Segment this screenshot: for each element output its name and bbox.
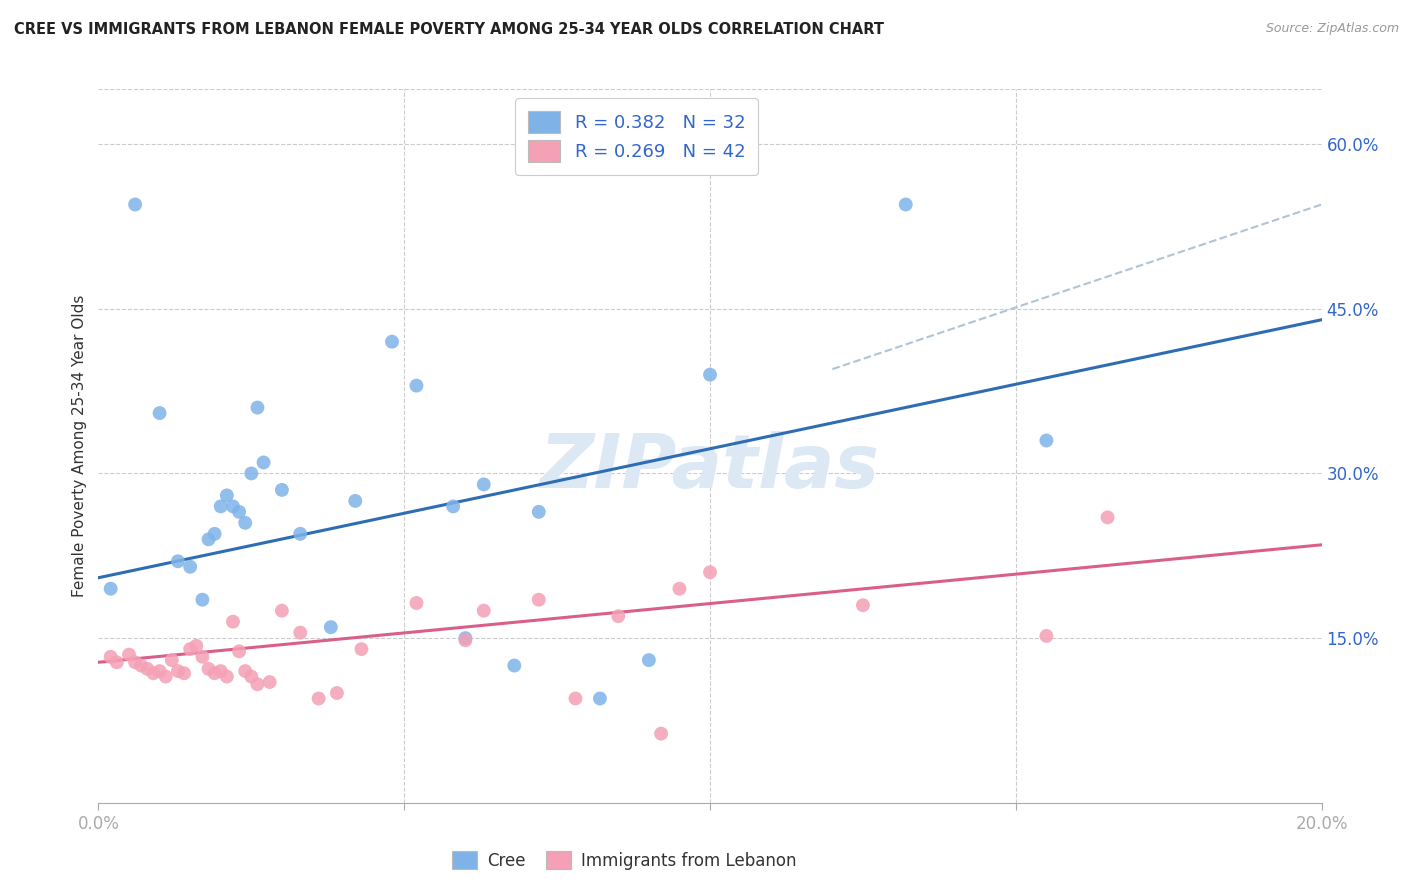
Point [204,526,226,541]
Point [179,559,201,574]
Point [186,639,208,653]
Point [149,664,172,678]
Point [233,664,256,678]
Point [173,666,195,681]
Point [215,669,238,683]
Point [259,675,281,690]
Point [233,516,256,530]
Point [405,596,427,610]
Point [503,658,526,673]
Point [191,649,214,664]
Point [167,554,190,568]
Point [852,598,875,612]
Point [197,662,219,676]
Point [319,620,342,634]
Point [637,653,661,667]
Point [191,592,214,607]
Point [527,592,550,607]
Point [167,664,190,678]
Point [589,691,612,706]
Point [240,669,263,683]
Point [100,649,122,664]
Point [197,533,219,547]
Point [228,644,250,658]
Point [650,726,672,740]
Point [527,505,550,519]
Point [350,642,373,657]
Point [124,655,146,669]
Point [155,669,177,683]
Point [246,401,269,415]
Point [381,334,404,349]
Point [326,686,349,700]
Text: Source: ZipAtlas.com: Source: ZipAtlas.com [1265,22,1399,36]
Text: CREE VS IMMIGRANTS FROM LEBANON FEMALE POVERTY AMONG 25-34 YEAR OLDS CORRELATION: CREE VS IMMIGRANTS FROM LEBANON FEMALE P… [14,22,884,37]
Point [344,494,367,508]
Point [240,467,263,481]
Legend: Cree, Immigrants from Lebanon: Cree, Immigrants from Lebanon [446,845,803,877]
Point [270,604,292,618]
Point [454,631,477,645]
Point [118,648,141,662]
Point [290,625,312,640]
Point [1035,434,1057,448]
Point [124,197,146,211]
Point [246,677,269,691]
Point [204,666,226,681]
Text: ZIPatlas: ZIPatlas [540,431,880,504]
Point [136,662,159,676]
Point [290,526,312,541]
Point [209,500,232,514]
Point [668,582,690,596]
Point [142,666,165,681]
Point [308,691,330,706]
Point [149,406,172,420]
Point [405,378,427,392]
Point [270,483,292,497]
Point [564,691,586,706]
Point [222,500,245,514]
Y-axis label: Female Poverty Among 25-34 Year Olds: Female Poverty Among 25-34 Year Olds [72,295,87,597]
Point [699,368,721,382]
Point [699,566,721,580]
Point [100,582,122,596]
Point [129,658,152,673]
Point [228,505,250,519]
Point [179,642,201,657]
Point [160,653,183,667]
Point [441,500,464,514]
Point [209,664,232,678]
Point [1097,510,1119,524]
Point [215,488,238,502]
Point [454,633,477,648]
Point [222,615,245,629]
Point [1035,629,1057,643]
Point [472,604,495,618]
Point [252,455,274,469]
Point [607,609,630,624]
Point [472,477,495,491]
Point [894,197,917,211]
Point [105,655,128,669]
